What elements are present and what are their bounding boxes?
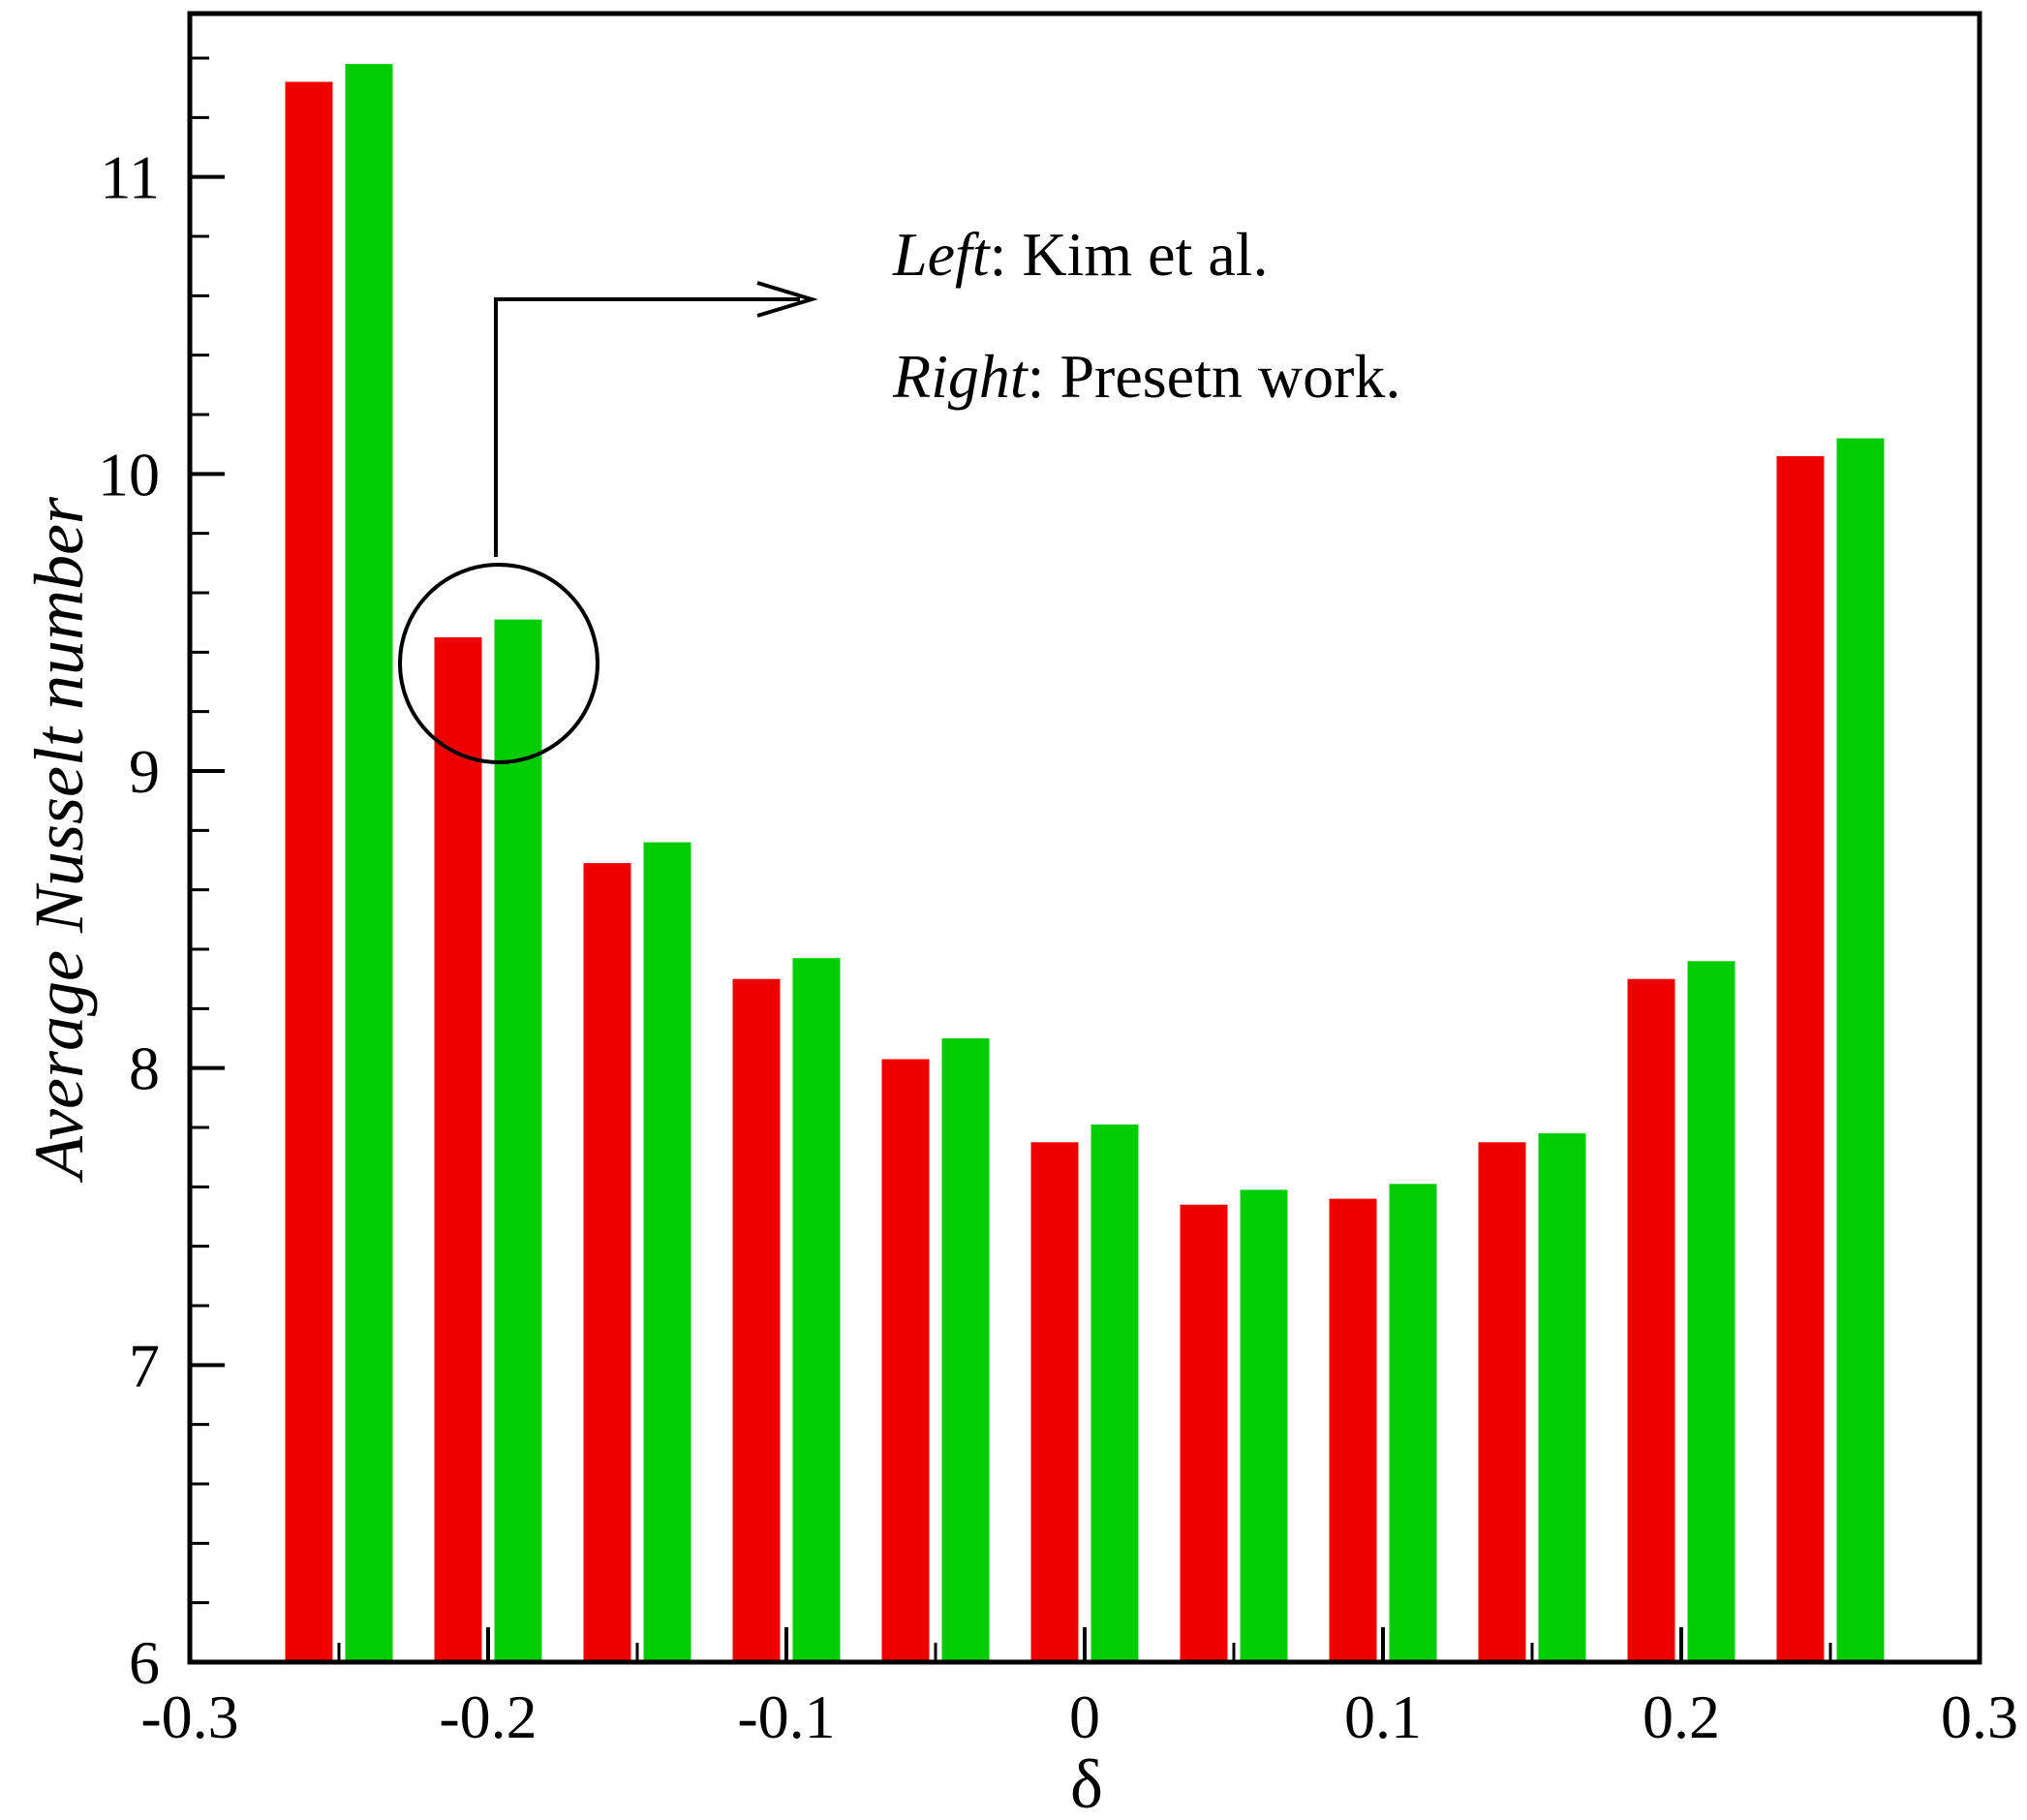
highlight-circle [398,563,599,764]
annotation-line-2-italic: Right [892,342,1029,411]
bar-left-3 [732,978,781,1662]
bars-group [285,64,1885,1663]
annotation-line-1-italic: Left [892,220,992,289]
x-tick-label: -0.2 [439,1682,537,1751]
x-axis-title: δ [1070,1745,1103,1820]
bar-left-1 [434,637,482,1662]
bar-right-0 [345,64,393,1663]
annotation-line-2-rest: : Presetn work. [1028,342,1401,411]
x-tick-label: -0.1 [737,1682,835,1751]
bar-left-8 [1478,1142,1526,1662]
bar-right-4 [941,1038,990,1662]
bar-right-1 [494,619,542,1662]
bar-left-10 [1776,455,1825,1662]
annotation-line-1: Left: Kim et al. [892,220,1269,289]
annotation-line-1-rest: : Kim et al. [990,220,1269,289]
y-tick-label: 9 [129,737,160,806]
bar-left-9 [1627,978,1675,1662]
bar-right-8 [1538,1133,1586,1662]
bar-left-4 [881,1059,930,1662]
bar-left-6 [1180,1204,1228,1662]
annotation-arrow-head [756,281,818,318]
bar-right-3 [792,958,841,1662]
bar-left-0 [285,81,333,1662]
x-tick-label: 0.3 [1941,1682,2018,1751]
bar-right-9 [1687,961,1735,1662]
ticks-group: -0.3 -0.2 -0.1 0 0.1 0.2 0.3 6 7 8 9 10 11 [98,56,2018,1751]
plot-frame [187,11,1982,1665]
bar-left-5 [1030,1142,1079,1662]
annotation: Left: Kim et al. Right: Presetn work. [398,220,1400,764]
y-tick-label: 8 [129,1034,160,1103]
y-tick-label: 10 [98,440,160,509]
bar-right-10 [1836,438,1885,1662]
bar-right-2 [643,842,691,1662]
bar-right-6 [1240,1189,1288,1662]
x-tick-label: -0.3 [140,1682,238,1751]
y-tick-label: 11 [100,143,160,212]
x-tick-label: 0 [1069,1682,1100,1751]
bar-left-7 [1329,1198,1377,1662]
x-tick-label: 0.2 [1643,1682,1720,1751]
bar-right-7 [1389,1184,1437,1662]
annotation-line-2: Right: Presetn work. [892,342,1400,411]
bar-right-5 [1090,1124,1139,1662]
y-axis-title: Average Nusselt number [20,496,98,1183]
bar-left-2 [583,863,631,1662]
y-tick-label: 6 [129,1628,160,1697]
x-tick-label: 0.1 [1344,1682,1422,1751]
annotation-arrow-line [494,297,800,557]
y-tick-label: 7 [129,1331,160,1400]
